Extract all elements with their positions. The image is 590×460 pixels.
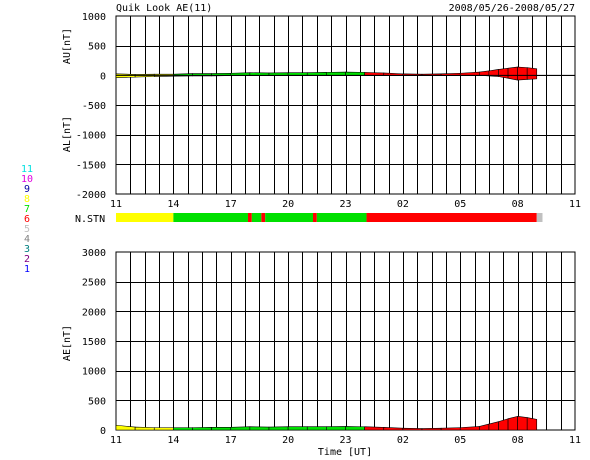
area-segment (421, 427, 442, 431)
y-tick-label: 500 (88, 396, 106, 407)
area-segment (326, 426, 346, 431)
x-tick-label: 11 (110, 199, 122, 210)
x-tick-label: 20 (282, 435, 294, 446)
legend-entry: 1 (24, 264, 30, 275)
station-count-segment (116, 213, 174, 222)
area-segment (153, 427, 174, 431)
station-count-segment (536, 213, 543, 222)
x-tick-label: 11 (110, 435, 122, 446)
area-segment (440, 427, 461, 431)
area-segment (488, 421, 499, 431)
area-segment (211, 427, 232, 431)
area-segment (526, 67, 538, 80)
area-segment (287, 426, 308, 431)
x-tick-label: 17 (225, 435, 237, 446)
area-segment (498, 67, 509, 79)
y-tick-label: 1500 (82, 337, 106, 348)
area-segment (517, 416, 528, 431)
station-count-segment (265, 213, 313, 222)
area-segment (173, 427, 193, 431)
x-tick-label: 05 (454, 435, 466, 446)
x-tick-label: 08 (512, 199, 524, 210)
x-tick-label: 11 (569, 435, 581, 446)
y-tick-label: 2500 (82, 278, 106, 289)
legend-entry: 7 (24, 204, 30, 215)
station-count-segment (173, 213, 248, 222)
legend-entry: 9 (24, 184, 30, 195)
chart-title: Quik Look AE(11) (116, 3, 212, 14)
y-tick-label: -500 (82, 101, 106, 112)
top-ylabel-al: AL[nT] (62, 116, 73, 152)
y-tick-label: 0 (100, 426, 106, 437)
area-segment (383, 427, 404, 431)
station-count-panel (116, 213, 543, 222)
area-segment (507, 66, 518, 81)
legend-entry: 6 (24, 214, 30, 225)
y-tick-label: 1000 (82, 12, 106, 23)
ae-panel: 3000 2500 2000 1500 1000 500 0 11 14 17 20 23 02 05 08… (82, 248, 581, 446)
area-segment (402, 427, 423, 431)
area-segment (507, 415, 518, 431)
legend-entry: 10 (21, 174, 33, 185)
station-count-segment (251, 213, 262, 222)
y-tick-label: -1500 (76, 160, 106, 171)
legend-entry: 2 (24, 254, 30, 265)
x-tick-label: 23 (339, 199, 351, 210)
top-ylabel-au: AU[nT] (62, 28, 73, 64)
station-count-segment (247, 213, 252, 222)
area-segment (192, 427, 212, 431)
x-tick-label: 11 (569, 199, 581, 210)
y-tick-label: 500 (88, 42, 106, 53)
stn-label: N.STN (75, 214, 105, 225)
station-count-segment (316, 213, 367, 222)
area-segment (479, 423, 490, 431)
station-count-segment (261, 213, 266, 222)
legend-entry: 5 (24, 224, 30, 235)
y-tick-label: 2000 (82, 307, 106, 318)
x-tick-label: 08 (512, 435, 524, 446)
station-count-segment (366, 213, 537, 222)
station-count-segment (312, 213, 317, 222)
area-segment (134, 426, 155, 431)
area-segment (459, 426, 480, 431)
x-tick-label: 05 (454, 199, 466, 210)
area-segment (306, 426, 327, 431)
legend-entry: 3 (24, 244, 30, 255)
date-range: 2008/05/26-2008/05/27 (449, 3, 575, 14)
area-segment (249, 426, 270, 431)
y-tick-label: -1000 (76, 131, 106, 142)
legend-entry: 11 (21, 164, 33, 175)
y-tick-label: 3000 (82, 248, 106, 259)
y-tick-label: 1000 (82, 367, 106, 378)
x-axis-title: Time [UT] (318, 447, 372, 458)
legend-entry: 4 (24, 234, 30, 245)
area-segment (115, 424, 136, 431)
x-tick-label: 14 (167, 435, 179, 446)
area-segment (364, 426, 385, 431)
area-segment (268, 426, 289, 431)
au-al-panel: 1000 500 0 -500 -1000 -1500 -2000 11 14 17 20 23 02 0… (76, 12, 581, 210)
y-tick-label: -2000 (76, 190, 106, 201)
area-segment (517, 66, 528, 81)
x-tick-label: 17 (225, 199, 237, 210)
area-segment (498, 418, 509, 431)
area-segment (230, 426, 251, 431)
y-tick-label: 0 (100, 71, 106, 82)
x-tick-label: 23 (339, 435, 351, 446)
x-tick-label: 02 (397, 435, 409, 446)
area-segment (345, 426, 365, 431)
x-tick-label: 14 (167, 199, 179, 210)
x-tick-label: 20 (282, 199, 294, 210)
x-tick-label: 02 (397, 199, 409, 210)
area-segment (526, 417, 538, 431)
legend-entry: 8 (24, 194, 30, 205)
bottom-ylabel-ae: AE[nT] (62, 325, 73, 361)
